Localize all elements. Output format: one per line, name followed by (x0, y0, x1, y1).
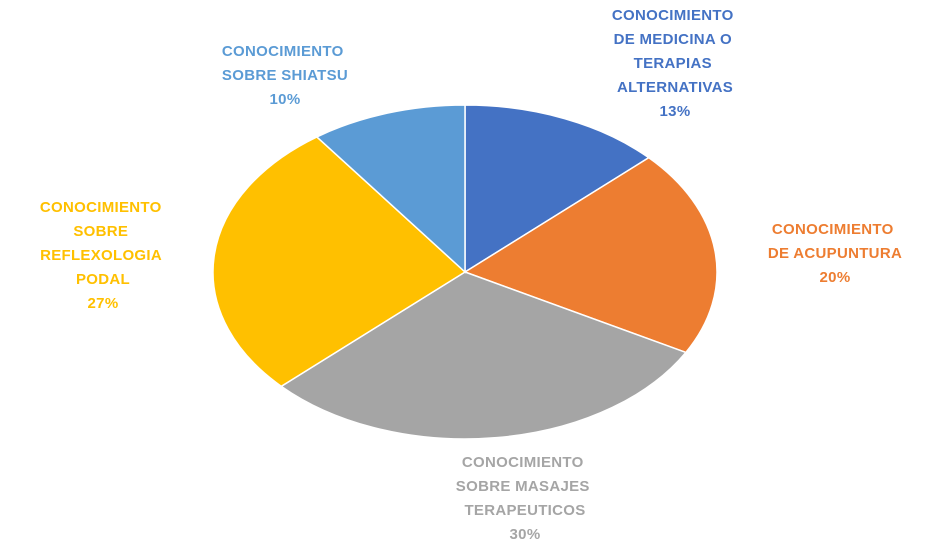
category-label: CONOCIMIENTO SOBRE REFLEXOLOGIA PODAL (40, 199, 166, 288)
category-label: CONOCIMIENTO DE MEDICINA O TERAPIAS ALTE… (612, 7, 738, 96)
value-label: 10% (270, 91, 301, 108)
value-label: 30% (510, 526, 541, 539)
value-label: 13% (660, 103, 691, 120)
category-label: CONOCIMIENTO SOBRE MASAJES TERAPEUTICOS (456, 454, 594, 519)
pie-slice (279, 271, 688, 440)
value-label: 27% (88, 295, 119, 312)
pie-slice (315, 104, 466, 274)
value-label: 20% (820, 269, 851, 286)
pie-slice (463, 156, 718, 354)
category-label: CONOCIMIENTO SOBRE SHIATSU (222, 43, 348, 84)
pie-slice (212, 135, 467, 388)
category-label: CONOCIMIENTO DE ACUPUNTURA (768, 221, 902, 262)
pie-slice (464, 104, 651, 274)
